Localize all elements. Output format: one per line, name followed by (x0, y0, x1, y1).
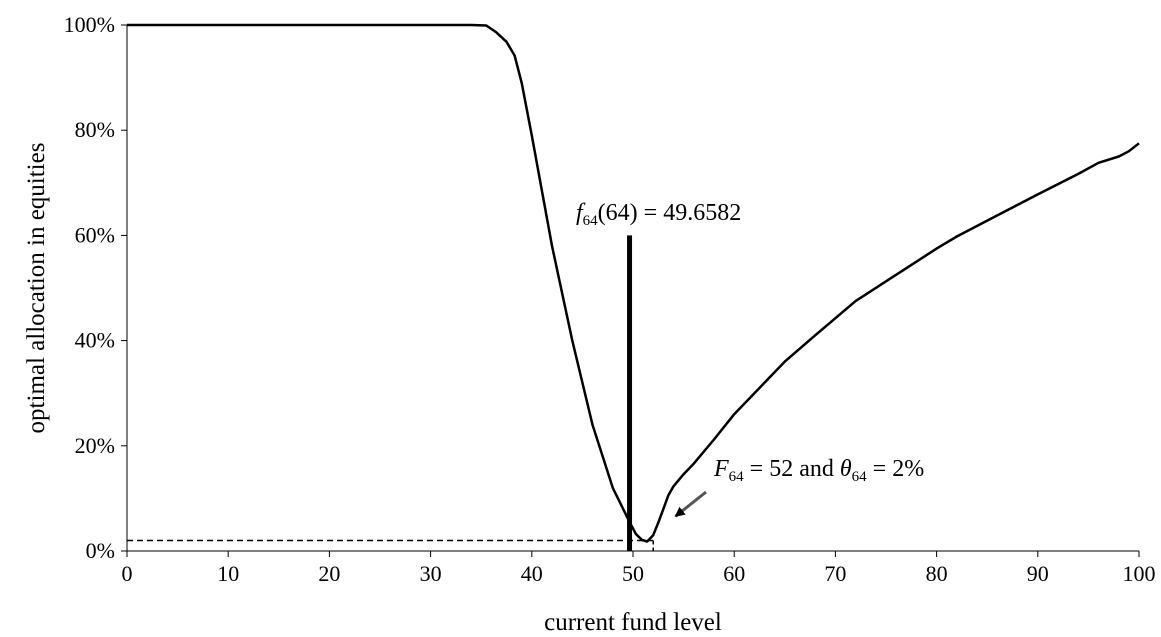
allocation-series-line (127, 23, 1140, 543)
x-tick-label: 90 (1027, 561, 1049, 586)
x-tick-label: 60 (723, 561, 745, 586)
f64-annotation-sub: 64 (583, 213, 599, 229)
F64-annotation-sub: 64 (729, 469, 745, 485)
theta64-annotation-main: θ (840, 456, 852, 482)
y-tick-label: 40% (75, 328, 115, 353)
y-tick-label: 20% (75, 433, 115, 458)
y-tick-label: 100% (64, 12, 115, 37)
y-tick-label: 60% (75, 222, 115, 247)
x-ticks: 0 10 20 30 40 50 60 70 80 90 100 (122, 551, 1156, 586)
y-ticks: 0% 20% 40% 60% 80% 100% (64, 12, 127, 563)
y-tick-label: 0% (86, 538, 115, 563)
x-tick-label: 0 (122, 561, 133, 586)
f64-annotation: f64(64) = 49.6582 (576, 200, 741, 229)
y-tick-label: 80% (75, 117, 115, 142)
x-tick-label: 80 (926, 561, 948, 586)
x-tick-label: 10 (217, 561, 239, 586)
y-axis-title: optimal allocation in equities (23, 143, 50, 434)
theta64-annotation-rest: = 2% (867, 456, 925, 482)
x-tick-label: 100 (1123, 561, 1156, 586)
f64-annotation-main: f (576, 200, 586, 226)
F64-annotation-main: F (713, 456, 729, 482)
x-tick-label: 30 (420, 561, 442, 586)
F64-theta-annotation: F64 = 52 and θ64 = 2% (713, 456, 924, 485)
x-tick-label: 20 (318, 561, 340, 586)
F64-annotation-mid: = 52 and (744, 456, 840, 482)
x-tick-label: 40 (521, 561, 543, 586)
theta64-annotation-sub: 64 (852, 469, 868, 485)
x-axis-title: current fund level (544, 609, 722, 636)
x-tick-label: 50 (622, 561, 644, 586)
x-tick-label: 70 (824, 561, 846, 586)
f64-annotation-rest: (64) = 49.6582 (598, 200, 742, 226)
annotation-arrow (674, 490, 707, 518)
